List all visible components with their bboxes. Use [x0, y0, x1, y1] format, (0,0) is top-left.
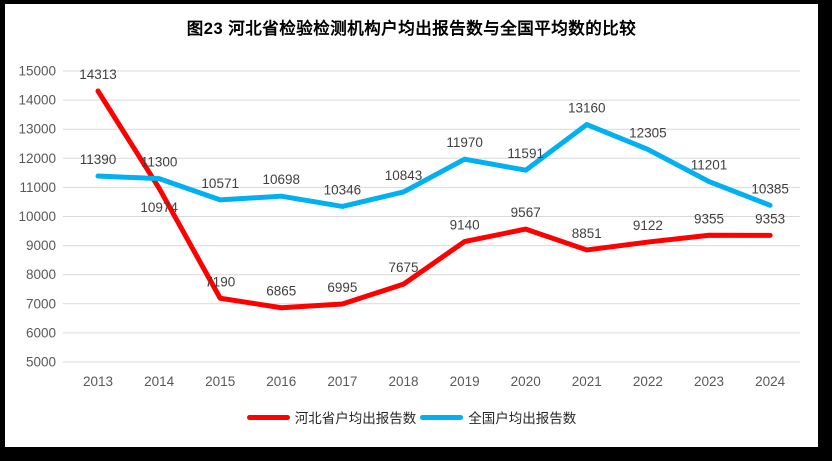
y-axis-tick-label: 6000 [26, 325, 56, 340]
chart-title: 图23 河北省检验检测机构户均出报告数与全国平均数的比较 [186, 20, 637, 38]
hebei-data-label: 14313 [79, 67, 117, 82]
x-axis-tick-label: 2016 [266, 374, 296, 389]
national-data-label: 11390 [80, 152, 117, 167]
hebei-data-label: 7675 [388, 260, 418, 275]
national-data-label: 10346 [324, 182, 362, 197]
x-axis-tick-label: 2024 [755, 374, 786, 389]
hebei-series-label: 河北省户均出报告数 [294, 411, 417, 426]
hebei-data-label: 9122 [633, 218, 663, 233]
x-axis-tick-label: 2015 [205, 374, 235, 389]
national-series-line [95, 122, 773, 209]
hebei-data-label: 8851 [572, 226, 602, 241]
chart-area: 图23 河北省检验检测机构户均出报告数与全国平均数的比较 5000 6000 700… [5, 4, 818, 447]
national-data-label: 10385 [751, 181, 789, 196]
hebei-series-line [95, 88, 773, 311]
national-data-label: 11591 [507, 146, 544, 161]
x-axis-tick-label: 2020 [511, 374, 541, 389]
y-axis-tick-label: 14000 [18, 93, 56, 108]
x-axis-tick-label: 2014 [144, 374, 175, 389]
x-axis-tick-label: 2021 [572, 374, 602, 389]
y-axis-tick-label: 8000 [26, 267, 56, 282]
y-axis-tick-label: 15000 [18, 64, 56, 79]
y-axis-tick-label: 7000 [26, 296, 56, 311]
y-axis-tick-label: 11000 [19, 180, 56, 195]
national-series-label: 全国户均出报告数 [468, 411, 577, 426]
national-data-label: 11970 [446, 135, 483, 150]
national-data-label: 11300 [141, 155, 178, 170]
x-axis-tick-label: 2019 [450, 374, 480, 389]
legend-item-hebei: 河北省户均出报告数 [246, 407, 417, 427]
national-data-label: 13160 [568, 101, 606, 116]
hebei-data-label: 6995 [327, 280, 357, 295]
national-data-label: 12305 [629, 125, 667, 140]
x-axis-tick-label: 2017 [327, 374, 357, 389]
y-axis-tick-label: 5000 [26, 355, 56, 370]
y-axis-tick-label: 10000 [18, 209, 56, 224]
hebei-data-label: 9353 [755, 211, 785, 226]
chart-canvas: 5000 6000 7000 8000 9000 10000 11000 12000 13000… [18, 64, 800, 389]
hebei-data-label: 9140 [450, 218, 480, 233]
hebei-data-label: 10974 [140, 200, 178, 215]
y-axis-tick-label: 12000 [18, 151, 56, 166]
x-axis-tick-label: 2023 [694, 374, 724, 389]
legend: 河北省户均出报告数 全国户均出报告数 [5, 407, 818, 427]
hebei-series-swatch [246, 414, 290, 420]
x-axis-tick-label: 2013 [83, 374, 113, 389]
y-axis-tick-label: 9000 [26, 238, 56, 253]
national-data-label: 10571 [201, 176, 239, 191]
national-data-label: 11201 [691, 158, 728, 173]
national-data-label: 10843 [385, 168, 423, 183]
hebei-data-label: 9355 [694, 211, 724, 226]
hebei-data-label: 6865 [266, 284, 296, 299]
hebei-data-label: 7190 [205, 274, 235, 289]
y-axis-tick-label: 13000 [18, 122, 56, 137]
legend-item-national: 全国户均出报告数 [420, 407, 576, 427]
x-axis-tick-label: 2018 [388, 374, 418, 389]
national-series-swatch [420, 414, 464, 420]
x-axis-tick-label: 2022 [633, 374, 663, 389]
national-data-label: 10698 [263, 172, 301, 187]
hebei-data-label: 9567 [511, 205, 541, 220]
